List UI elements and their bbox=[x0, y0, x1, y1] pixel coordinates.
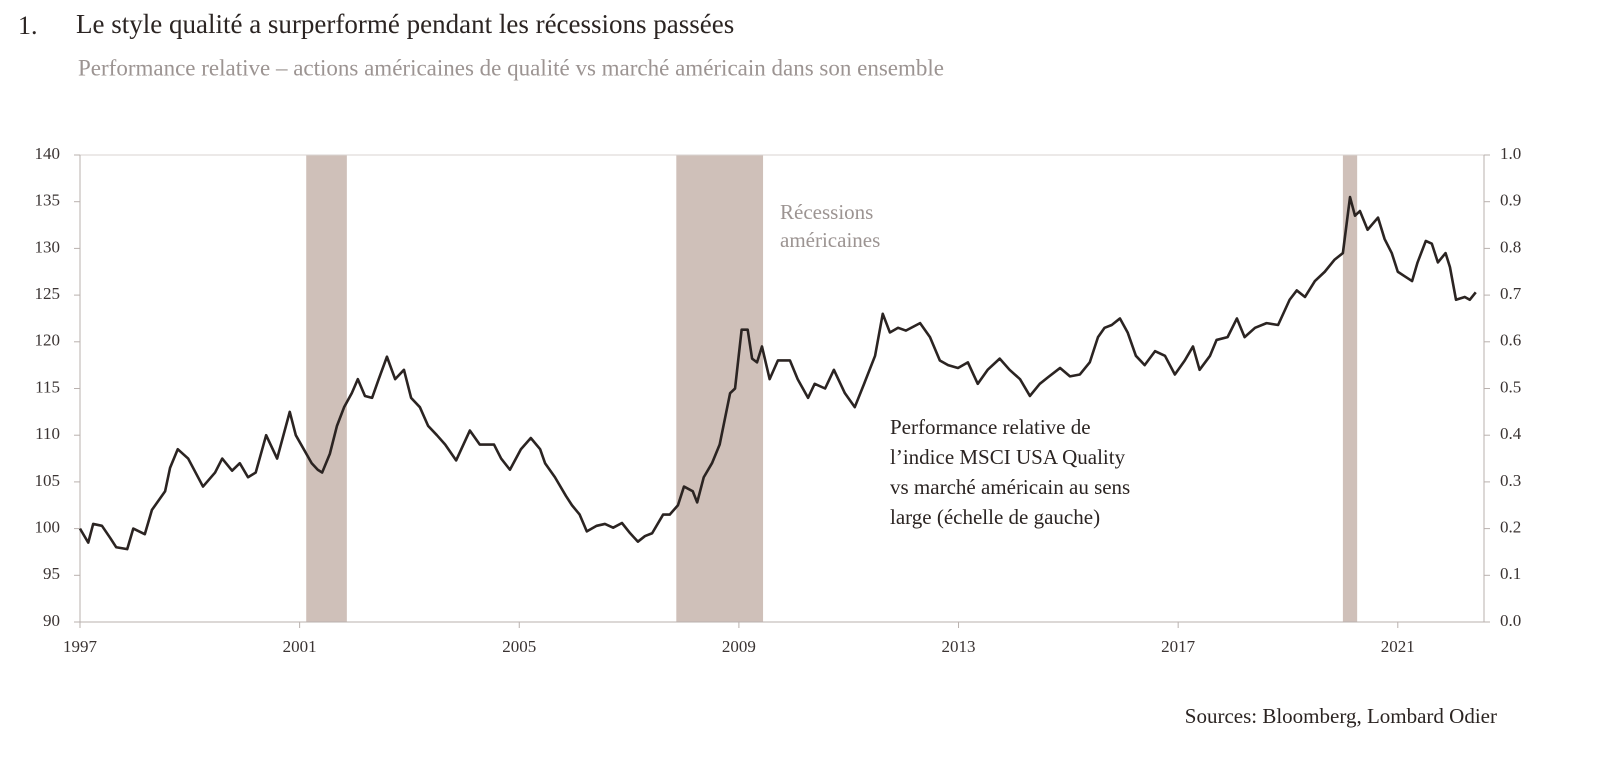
x-tick-label: 2021 bbox=[1381, 637, 1415, 656]
recession-band bbox=[306, 155, 347, 622]
y2-tick-label: 0.4 bbox=[1500, 424, 1522, 443]
y2-tick-label: 0.8 bbox=[1500, 237, 1521, 256]
recession-band bbox=[676, 155, 764, 622]
y-tick-label: 140 bbox=[35, 144, 61, 163]
x-tick-label: 1997 bbox=[63, 637, 98, 656]
x-tick-label: 2013 bbox=[942, 637, 976, 656]
recession-band bbox=[1342, 155, 1358, 622]
x-tick-label: 2017 bbox=[1161, 637, 1196, 656]
y2-tick-label: 0.1 bbox=[1500, 564, 1521, 583]
y-tick-label: 90 bbox=[43, 611, 60, 630]
chart-subtitle: Performance relative – actions américain… bbox=[78, 55, 944, 80]
line-label: vs marché américain au sens bbox=[890, 475, 1130, 499]
y-tick-label: 100 bbox=[35, 518, 61, 537]
y-tick-label: 115 bbox=[35, 377, 60, 396]
y2-tick-label: 0.5 bbox=[1500, 377, 1521, 396]
x-tick-label: 2005 bbox=[502, 637, 536, 656]
y-tick-label: 135 bbox=[35, 191, 61, 210]
y-tick-label: 125 bbox=[35, 284, 61, 303]
y-tick-label: 105 bbox=[35, 471, 61, 490]
y2-tick-label: 0.7 bbox=[1500, 284, 1522, 303]
y-tick-label: 120 bbox=[35, 331, 61, 350]
y2-tick-label: 0.0 bbox=[1500, 611, 1521, 630]
series-line bbox=[78, 195, 1477, 551]
y2-tick-label: 0.9 bbox=[1500, 191, 1521, 210]
line-label: l’indice MSCI USA Quality bbox=[890, 445, 1126, 469]
x-tick-label: 2001 bbox=[283, 637, 317, 656]
chart-number: 1. bbox=[18, 11, 38, 40]
y2-tick-label: 0.6 bbox=[1500, 331, 1521, 350]
y2-tick-label: 0.3 bbox=[1500, 471, 1521, 490]
plot-frame bbox=[79, 154, 1485, 623]
recession-label: américaines bbox=[780, 228, 880, 252]
y-tick-label: 110 bbox=[35, 424, 60, 443]
recession-label: Récessions bbox=[780, 200, 873, 224]
x-tick-label: 2009 bbox=[722, 637, 756, 656]
line-label: large (échelle de gauche) bbox=[890, 505, 1100, 529]
chart-title: Le style qualité a surperformé pendant l… bbox=[76, 9, 734, 39]
source: Sources: Bloomberg, Lombard Odier bbox=[1185, 704, 1497, 728]
y2-tick-label: 0.2 bbox=[1500, 518, 1521, 537]
y-tick-label: 130 bbox=[35, 237, 61, 256]
line-label: Performance relative de bbox=[890, 415, 1091, 439]
y2-tick-label: 1.0 bbox=[1500, 144, 1521, 163]
y-tick-label: 95 bbox=[43, 564, 60, 583]
